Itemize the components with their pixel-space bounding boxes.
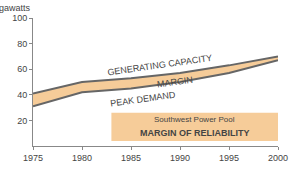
- svg-text:20: 20: [17, 116, 27, 126]
- svg-text:80: 80: [17, 39, 27, 49]
- svg-text:MARGIN: MARGIN: [156, 75, 193, 90]
- svg-text:1975: 1975: [23, 153, 43, 163]
- svg-text:Gigawatts: Gigawatts: [0, 3, 31, 13]
- svg-text:60: 60: [17, 64, 27, 74]
- svg-text:PEAK DEMAND: PEAK DEMAND: [110, 89, 177, 108]
- svg-text:1995: 1995: [219, 153, 239, 163]
- svg-text:1980: 1980: [72, 153, 92, 163]
- svg-text:1990: 1990: [170, 153, 190, 163]
- svg-text:MARGIN OF RELIABILITY: MARGIN OF RELIABILITY: [140, 128, 250, 138]
- svg-text:GENERATING CAPACITY: GENERATING CAPACITY: [107, 53, 213, 78]
- svg-text:Southwest Power Pool: Southwest Power Pool: [154, 115, 235, 124]
- svg-text:2000: 2000: [268, 153, 288, 163]
- svg-text:40: 40: [17, 90, 27, 100]
- svg-text:1985: 1985: [121, 153, 141, 163]
- svg-text:100: 100: [12, 13, 27, 23]
